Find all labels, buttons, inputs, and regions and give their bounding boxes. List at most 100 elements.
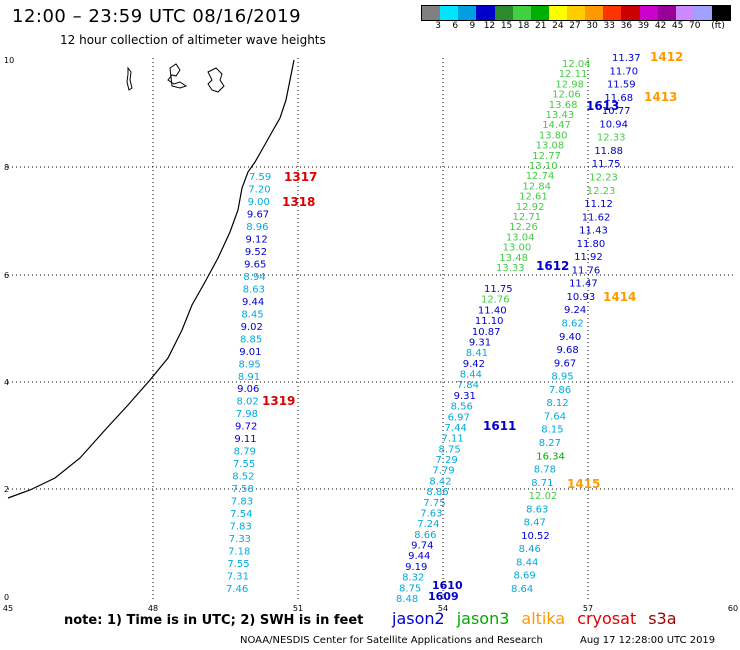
wave-value-track-far-east: 12.23	[587, 186, 616, 197]
wave-value-track-west: 7.98	[236, 409, 258, 420]
wave-value-track-east: 13.08	[536, 141, 565, 152]
wave-value-track-east: 13.04	[506, 232, 535, 243]
wave-value-track-mid: 11.75	[484, 284, 513, 295]
footer-timestamp: Aug 17 12:28:00 UTC 2019	[580, 635, 716, 646]
wave-value-track-west: 9.12	[246, 234, 268, 245]
wave-value-track-west: 7.31	[227, 572, 249, 583]
wave-value-track-east: 12.92	[516, 202, 545, 213]
wave-value-track-west: 8.94	[243, 272, 265, 283]
wave-value-track-west: 8.95	[239, 359, 261, 370]
wave-value-track-east: 12.61	[519, 192, 548, 203]
wave-value-track-far-east: 8.44	[516, 557, 538, 568]
wave-value-track-far-east: 9.24	[564, 305, 586, 316]
wave-value-track-west: 9.65	[244, 259, 266, 270]
wave-value-track-east: 12.06	[552, 90, 581, 101]
wave-value-track-mid: 7.84	[457, 380, 479, 391]
wave-value-track-west: 7.20	[248, 184, 270, 195]
satellite-name: jason3	[456, 609, 510, 628]
wave-value-track-west: 9.52	[245, 247, 267, 258]
island-2	[167, 63, 188, 89]
legend-swatch	[675, 6, 694, 20]
legend-label: 39	[637, 21, 650, 31]
legend-swatch	[548, 6, 567, 20]
track-id-label: 1609	[428, 590, 459, 603]
satellite-name: cryosat	[577, 609, 637, 628]
wave-value-track-west: 8.96	[246, 222, 268, 233]
color-scale-legend	[421, 5, 731, 21]
legend-swatch	[712, 6, 731, 20]
wave-value-track-far-east: 12.02	[529, 491, 558, 502]
wave-value-track-west: 7.33	[229, 534, 251, 545]
wave-value-track-east: 12.84	[522, 181, 551, 192]
wave-value-track-west: 7.58	[232, 484, 254, 495]
wave-value-track-west: 9.72	[235, 422, 257, 433]
wave-value-track-west: 7.55	[233, 459, 255, 470]
legend-label: 33	[603, 21, 615, 31]
legend-label: 70	[689, 21, 701, 31]
wave-value-track-west: 8.02	[236, 397, 258, 408]
wave-value-track-mid: 7.75	[423, 498, 445, 509]
wave-value-track-mid: 10.87	[472, 327, 501, 338]
wave-value-track-west: 7.18	[228, 547, 250, 558]
wave-value-track-mid: 9.31	[469, 337, 491, 348]
track-id-label: 1613	[586, 99, 619, 113]
wave-value-track-far-east: 9.67	[554, 358, 576, 369]
legend-swatch	[476, 6, 495, 20]
legend-swatch	[512, 6, 531, 20]
wave-value-track-east: 12.04	[562, 59, 591, 70]
wave-value-track-far-east: 7.86	[549, 385, 571, 396]
wave-value-track-far-east: 7.64	[544, 411, 566, 422]
wave-value-track-west: 8.45	[241, 309, 263, 320]
wave-value-track-west: 8.85	[240, 334, 262, 345]
coastline	[7, 59, 295, 499]
track-id-label: 1610	[432, 579, 463, 592]
wave-value-track-mid: 9.74	[411, 541, 433, 552]
track-id-label: 1318	[282, 195, 315, 209]
wave-value-track-mid: 8.86	[426, 487, 448, 498]
wave-value-track-west: 7.55	[227, 559, 249, 570]
track-id-label: 1415	[567, 477, 600, 491]
wave-value-track-far-east: 10.93	[567, 292, 596, 303]
track-id-label: 1317	[284, 170, 317, 184]
legend-label: 12	[483, 21, 496, 31]
wave-value-track-far-east: 16.34	[536, 451, 565, 462]
color-scale-labels: 3 6 9 12 15 18 21 24 27 30 33 36 39 42 45 70 (ft)	[421, 21, 729, 33]
y-tick-label: 0	[4, 593, 9, 602]
track-id-label: 1611	[483, 419, 516, 433]
wave-value-track-far-east: 8.62	[562, 319, 584, 330]
legend-swatch	[567, 6, 586, 20]
y-tick-label: 10	[4, 56, 14, 65]
wave-value-track-east: 12.77	[532, 151, 561, 162]
wave-value-track-east: 13.00	[503, 243, 532, 254]
wave-value-track-mid: 7.63	[420, 508, 442, 519]
satellite-name: jason2	[392, 609, 445, 628]
wave-value-track-east: 13.43	[546, 110, 575, 121]
legend-swatch	[530, 6, 549, 20]
wave-value-track-mid: 8.32	[402, 573, 424, 584]
wave-value-track-west: 8.91	[238, 372, 260, 383]
track-id-label: 1413	[644, 90, 677, 104]
wave-value-track-far-east: 10.52	[521, 531, 550, 542]
lat-lon-grid	[8, 58, 733, 600]
wave-value-track-far-east: 11.37	[612, 53, 641, 64]
wave-value-track-west: 7.83	[229, 522, 251, 533]
legend-swatch	[494, 6, 513, 20]
wave-value-track-far-east: 8.71	[531, 478, 553, 489]
wave-value-track-far-east: 8.78	[534, 465, 556, 476]
wave-value-track-mid: 9.44	[408, 551, 430, 562]
wave-value-track-mid: 8.44	[460, 370, 482, 381]
wave-value-track-far-east: 8.27	[539, 438, 561, 449]
wave-value-track-mid: 7.11	[442, 434, 464, 445]
wave-value-track-west: 7.46	[226, 584, 248, 595]
wave-value-track-mid: 6.97	[448, 412, 470, 423]
legend-label: (ft)	[711, 21, 725, 31]
wave-value-track-far-east: 9.40	[559, 332, 581, 343]
wave-value-track-far-east: 10.77	[602, 106, 631, 117]
x-tick-label: 60	[728, 604, 738, 613]
wave-value-track-east: 12.26	[509, 222, 538, 233]
track-id-label: 1612	[536, 259, 569, 273]
legend-swatch	[422, 6, 441, 20]
wave-value-track-east: 12.71	[513, 212, 542, 223]
